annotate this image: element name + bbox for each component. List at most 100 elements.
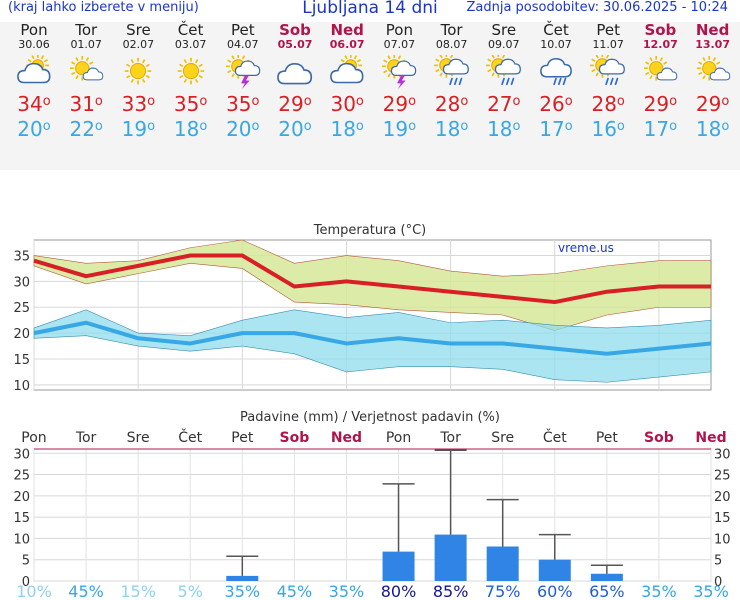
y-tick-label: 20: [13, 327, 30, 342]
precipitation-chart-title: Padavine (mm) / Verjetnost padavin (%): [240, 410, 500, 425]
day-name: Sob: [279, 21, 311, 39]
day-name: Tor: [75, 21, 98, 39]
max-temperature: 34o: [17, 92, 51, 116]
max-temperature: 30o: [330, 92, 364, 116]
max-temperature: 28o: [591, 92, 625, 116]
max-temperature: 28o: [434, 92, 469, 116]
sun-icon: [125, 57, 152, 85]
y-tick-label-right: 10: [714, 532, 731, 547]
sun-small-cloud-icon: [696, 55, 730, 81]
precipitation-probability: 80%: [381, 582, 417, 600]
day-date: 10.07: [540, 38, 572, 51]
precipitation-bar: [590, 573, 623, 581]
day-date: 04.07: [227, 38, 259, 51]
day-date: 01.07: [70, 38, 102, 51]
day-name: Čet: [543, 21, 569, 39]
day-name: Sre: [126, 21, 151, 39]
y-tick-label: 20: [13, 490, 30, 505]
day-date: 05.07: [277, 38, 313, 51]
max-temperature: 29o: [695, 92, 730, 116]
day-column: Tor 01.07 31o 22o: [60, 22, 112, 142]
y-tick-label: 30: [13, 275, 30, 290]
day-name: Čet: [177, 21, 204, 39]
x-tick-label: Sre: [491, 430, 514, 446]
max-temperature: 29o: [643, 92, 678, 116]
sun-cloud-rain-icon: [485, 55, 521, 86]
cloud-rain-icon: [540, 58, 572, 86]
sun-small-cloud-icon: [644, 55, 678, 81]
x-tick-label: Pet: [231, 430, 254, 446]
x-tick-label: Pet: [596, 430, 619, 446]
sun-cloud-icon: [17, 55, 51, 84]
day-column: Pet 11.07 28o 16o: [582, 22, 634, 142]
day-column: Čet 10.07 26o 17o: [530, 22, 582, 142]
location-menu-hint[interactable]: (kraj lahko izberete v meniju): [8, 0, 199, 15]
day-column: Tor 08.07 28o 18o: [426, 22, 478, 142]
y-tick-label: 30: [13, 447, 30, 462]
min-temperature: 19o: [121, 117, 156, 141]
day-column: Sob 12.07 29o 17o: [634, 22, 686, 142]
y-tick-label: 15: [13, 511, 30, 526]
temperature-chart-title: Temperatura (°C): [313, 223, 426, 238]
max-temperature: 35o: [173, 92, 208, 116]
min-temperature: 16o: [591, 117, 625, 141]
x-tick-label: Sob: [280, 430, 310, 446]
day-name: Pon: [385, 21, 413, 39]
day-column: Čet 03.07 35o 18o: [165, 22, 217, 142]
x-tick-label: Ned: [695, 430, 726, 446]
min-temperature: 18o: [173, 117, 208, 141]
day-column: Sre 02.07 33o 19o: [112, 22, 164, 142]
sun-small-cloud-icon: [70, 55, 104, 81]
max-temperature: 27o: [487, 92, 521, 116]
day-column: Pet 04.07 35o 20o: [217, 22, 269, 142]
min-temperature: 20o: [278, 117, 312, 141]
day-date: 12.07: [642, 38, 678, 51]
top-bar: (kraj lahko izberete v meniju) Ljubljana…: [0, 0, 740, 20]
day-name: Sre: [491, 21, 517, 39]
max-temperature: 29o: [278, 92, 312, 116]
y-tick-label: 10: [13, 379, 30, 394]
max-temp-line: [33, 253, 711, 305]
daily-forecast-strip: Pon 30.06 34o 20o Tor 01.07 31o 22o Sre 02.07 33o 1…: [0, 22, 740, 170]
precipitation-probability: 10%: [16, 582, 52, 600]
min-temperature: 18o: [330, 117, 364, 141]
precipitation-plot-area: [33, 448, 712, 582]
x-tick-label: Čet: [178, 428, 202, 446]
precipitation-probability: 35%: [641, 582, 677, 600]
precipitation-probability: 5%: [178, 582, 203, 600]
y-tick-label-right: 15: [714, 511, 731, 526]
min-temperature: 22o: [69, 117, 103, 141]
day-column: Sob 05.07 29o 20o: [269, 22, 321, 142]
y-tick-label: 35: [13, 250, 30, 265]
day-date: 09.07: [488, 38, 520, 51]
sun-cloud-rain-icon: [590, 55, 626, 86]
day-date: 08.07: [435, 38, 468, 51]
x-tick-label: Tor: [75, 430, 97, 446]
day-date: 02.07: [122, 38, 155, 51]
day-date: 13.07: [695, 38, 730, 51]
precipitation-probability: 35%: [329, 582, 365, 600]
y-tick-label: 0: [22, 575, 30, 590]
x-tick-label: Pon: [21, 430, 46, 446]
sun-icon: [177, 57, 204, 85]
x-tick-label: Pon: [386, 430, 411, 446]
min-temperature: 18o: [434, 117, 469, 141]
min-temperature: 20o: [226, 117, 260, 141]
y-tick-label-right: 5: [714, 554, 722, 569]
precipitation-probability: 65%: [589, 582, 625, 600]
max-temperature: 33o: [121, 92, 156, 116]
y-tick-label: 15: [13, 353, 30, 368]
last-update: Zadnja posodobitev: 30.06.2025 - 10:24: [466, 0, 728, 15]
precipitation-probability: 60%: [537, 582, 573, 600]
min-temperature: 19o: [382, 117, 417, 141]
day-name: Pon: [20, 21, 48, 39]
y-tick-label: 25: [13, 301, 30, 316]
precipitation-bar: [226, 575, 259, 581]
min-temperature: 20o: [17, 117, 51, 141]
y-tick-label: 25: [13, 469, 30, 484]
day-name: Tor: [440, 21, 463, 39]
y-tick-label-right: 20: [714, 490, 731, 505]
day-name: Ned: [695, 21, 730, 39]
precipitation-bar: [382, 551, 415, 581]
